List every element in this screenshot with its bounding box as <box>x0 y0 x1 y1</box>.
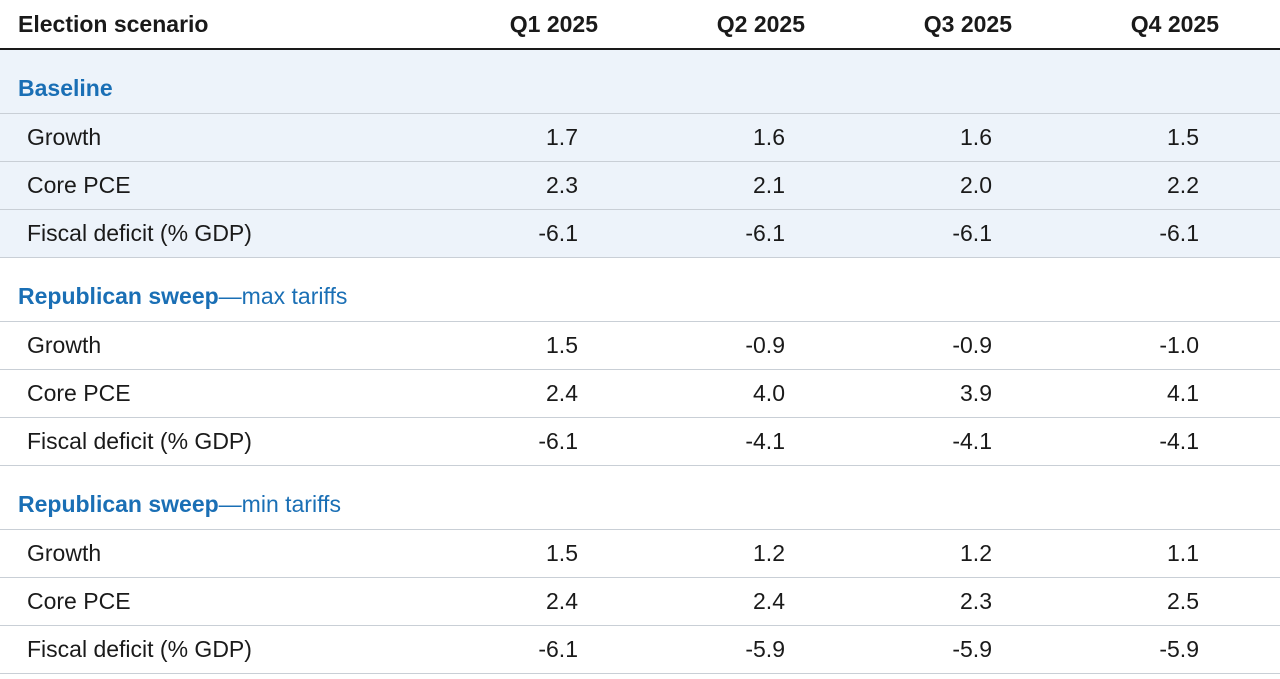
section-title-min-tariffs: Republican sweep —min tariffs <box>0 466 1280 530</box>
row-label: Core PCE <box>27 380 131 406</box>
cell-q4: -6.1 <box>1159 220 1199 246</box>
cell-q1: -6.1 <box>538 428 578 454</box>
section-title-baseline: Baseline <box>0 50 1280 114</box>
cell-q3: 1.2 <box>960 540 992 566</box>
header-scenario: Election scenario <box>18 10 209 37</box>
section-title-light: —min tariffs <box>218 490 341 517</box>
cell-q2: 4.0 <box>753 380 785 406</box>
table-header: Election scenario Q1 2025 Q2 2025 Q3 202… <box>0 0 1280 50</box>
row-label: Fiscal deficit (% GDP) <box>27 220 252 246</box>
table-row: Fiscal deficit (% GDP) -6.1 -5.9 -5.9 -5… <box>0 626 1280 674</box>
cell-q4: -5.9 <box>1159 636 1199 662</box>
cell-q2: -6.1 <box>745 220 785 246</box>
table-row: Growth 1.7 1.6 1.6 1.5 <box>0 114 1280 162</box>
section-title-bold: Republican sweep <box>18 282 219 309</box>
section-title-bold: Baseline <box>18 74 113 101</box>
header-q4: Q4 2025 <box>1130 10 1219 37</box>
cell-q1: -6.1 <box>538 220 578 246</box>
cell-q1: 1.5 <box>546 540 578 566</box>
cell-q3: 3.9 <box>960 380 992 406</box>
cell-q3: -4.1 <box>952 428 992 454</box>
row-label: Core PCE <box>27 588 131 614</box>
section-title-light: —max tariffs <box>218 282 348 309</box>
cell-q1: 1.5 <box>546 332 578 358</box>
cell-q4: -1.0 <box>1159 332 1199 358</box>
header-q2: Q2 2025 <box>716 10 805 37</box>
cell-q4: 2.2 <box>1167 172 1199 198</box>
row-label: Core PCE <box>27 172 131 198</box>
table-row: Core PCE 2.4 2.4 2.3 2.5 <box>0 578 1280 626</box>
cell-q3: -6.1 <box>952 220 992 246</box>
section-title-max-tariffs: Republican sweep —max tariffs <box>0 258 1280 322</box>
row-label: Fiscal deficit (% GDP) <box>27 428 252 454</box>
cell-q3: 2.0 <box>960 172 992 198</box>
table-row: Core PCE 2.3 2.1 2.0 2.2 <box>0 162 1280 210</box>
header-q3: Q3 2025 <box>923 10 1012 37</box>
cell-q3: 1.6 <box>960 124 992 150</box>
cell-q4: 1.1 <box>1167 540 1199 566</box>
table-row: Core PCE 2.4 4.0 3.9 4.1 <box>0 370 1280 418</box>
cell-q1: 2.4 <box>546 588 578 614</box>
cell-q2: -0.9 <box>745 332 785 358</box>
cell-q1: 2.4 <box>546 380 578 406</box>
row-label: Fiscal deficit (% GDP) <box>27 636 252 662</box>
row-label: Growth <box>27 124 102 150</box>
cell-q1: 2.3 <box>546 172 578 198</box>
cell-q4: 1.5 <box>1167 124 1199 150</box>
cell-q2: -4.1 <box>745 428 785 454</box>
cell-q2: -5.9 <box>745 636 785 662</box>
cell-q3: 2.3 <box>960 588 992 614</box>
cell-q3: -5.9 <box>952 636 992 662</box>
cell-q2: 2.4 <box>753 588 785 614</box>
cell-q4: 2.5 <box>1167 588 1199 614</box>
header-q1: Q1 2025 <box>509 10 598 37</box>
cell-q2: 2.1 <box>753 172 785 198</box>
cell-q1: 1.7 <box>546 124 578 150</box>
table-row: Fiscal deficit (% GDP) -6.1 -4.1 -4.1 -4… <box>0 418 1280 466</box>
cell-q2: 1.2 <box>753 540 785 566</box>
table-row: Growth 1.5 -0.9 -0.9 -1.0 <box>0 322 1280 370</box>
cell-q1: -6.1 <box>538 636 578 662</box>
row-label: Growth <box>27 332 102 358</box>
section-title-bold: Republican sweep <box>18 490 219 517</box>
cell-q4: 4.1 <box>1167 380 1199 406</box>
cell-q3: -0.9 <box>952 332 992 358</box>
table-row: Growth 1.5 1.2 1.2 1.1 <box>0 530 1280 578</box>
cell-q4: -4.1 <box>1159 428 1199 454</box>
cell-q2: 1.6 <box>753 124 785 150</box>
row-label: Growth <box>27 540 102 566</box>
table-row: Fiscal deficit (% GDP) -6.1 -6.1 -6.1 -6… <box>0 210 1280 258</box>
